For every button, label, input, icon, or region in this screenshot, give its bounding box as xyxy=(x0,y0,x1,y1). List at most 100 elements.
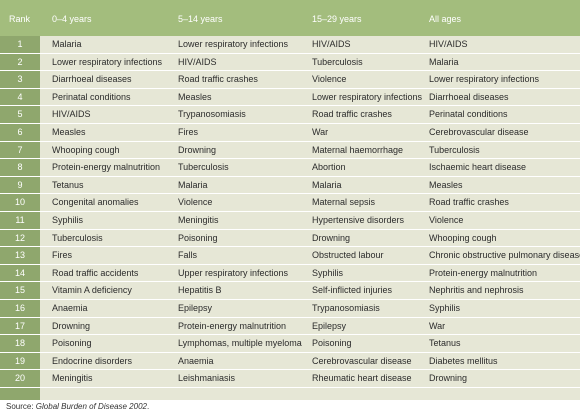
rank-column-background xyxy=(0,36,40,400)
cell-15-29-years: Syphilis xyxy=(312,267,344,278)
cell-15-29-years: Drowning xyxy=(312,232,351,243)
rank-cell: 2 xyxy=(17,56,23,67)
cell-15-29-years: Epilepsy xyxy=(312,320,347,331)
table-row: 19 Endocrine disorders Anaemia Cerebrovascu… xyxy=(0,353,580,371)
cell-15-29-years: HIV/AIDS xyxy=(312,39,351,49)
cell-15-29-years: Hypertensive disorders xyxy=(312,214,405,225)
rank-cell: 16 xyxy=(14,302,25,313)
cell-5-14-years: Malaria xyxy=(178,179,208,190)
cell-all-ages: Lower respiratory infections xyxy=(429,74,540,85)
cell-0-4-years: Anaemia xyxy=(52,302,88,313)
cell-5-14-years: Drowning xyxy=(178,144,217,155)
rank-cell: 10 xyxy=(14,197,25,208)
cell-5-14-years: Falls xyxy=(178,250,198,261)
cell-5-14-years: Lower respiratory infections xyxy=(178,39,289,49)
cell-5-14-years: Fires xyxy=(178,126,198,137)
cell-5-14-years: Epilepsy xyxy=(178,302,213,313)
cell-5-14-years: Upper respiratory infections xyxy=(178,267,289,278)
cell-0-4-years: Syphilis xyxy=(52,214,84,225)
cell-all-ages: Malaria xyxy=(429,56,459,67)
cell-0-4-years: Vitamin A deficiency xyxy=(52,285,132,296)
table-row: 9 Tetanus Malaria Malaria Measles xyxy=(0,177,580,195)
header-15-29-years: 15–29 years xyxy=(312,14,362,24)
cell-5-14-years: Measles xyxy=(178,91,212,102)
table-row: 3 Diarrhoeal diseases Road traffic crashes… xyxy=(0,71,580,89)
cell-15-29-years: Violence xyxy=(312,74,347,85)
rank-cell: 5 xyxy=(17,109,23,120)
cell-all-ages: Ischaemic heart disease xyxy=(429,162,527,173)
cell-0-4-years: Perinatal conditions xyxy=(52,91,131,102)
cell-0-4-years: Tetanus xyxy=(52,179,84,190)
cell-5-14-years: Meningitis xyxy=(178,214,219,225)
cell-all-ages: Diabetes mellitus xyxy=(429,355,498,366)
cell-all-ages: Chronic obstructive pulmonary disease xyxy=(429,250,580,261)
cell-15-29-years: Rheumatic heart disease xyxy=(312,373,412,384)
cell-5-14-years: Lymphomas, multiple myeloma xyxy=(178,338,302,349)
cell-15-29-years: Maternal sepsis xyxy=(312,197,376,208)
cell-all-ages: Violence xyxy=(429,214,464,225)
cell-0-4-years: Lower respiratory infections xyxy=(52,56,163,67)
cell-5-14-years: Poisoning xyxy=(178,232,218,243)
table-row: 10 Congenital anomalies Violence Maternal s… xyxy=(0,194,580,212)
cell-5-14-years: Anaemia xyxy=(178,355,214,366)
cell-0-4-years: Poisoning xyxy=(52,338,92,349)
header-5-14-years: 5–14 years xyxy=(178,14,223,24)
table-header: Rank 0–4 years 5–14 years 15–29 years Al… xyxy=(0,0,580,36)
table-row: 13 Fires Falls Obstructed labour Chronic obs… xyxy=(0,247,580,265)
cell-0-4-years: Road traffic accidents xyxy=(52,267,139,278)
rank-cell: 4 xyxy=(17,91,23,102)
table-row: 17 Drowning Protein-energy malnutrition Epi… xyxy=(0,318,580,336)
rank-cell: 14 xyxy=(14,267,25,278)
table-row: 11 Syphilis Meningitis Hypertensive disorde… xyxy=(0,212,580,230)
header-rank: Rank xyxy=(9,14,31,24)
table-body: 1 Malaria Lower respiratory infections HIV/… xyxy=(0,36,580,388)
cell-15-29-years: Trypanosomiasis xyxy=(312,302,380,313)
cell-all-ages: Diarrhoeal diseases xyxy=(429,91,509,102)
rank-cell: 20 xyxy=(14,373,25,384)
table-row: 4 Perinatal conditions Measles Lower respir… xyxy=(0,89,580,107)
cell-all-ages: Road traffic crashes xyxy=(429,197,509,208)
cell-all-ages: Tetanus xyxy=(429,338,461,349)
cell-0-4-years: Protein-energy malnutrition xyxy=(52,162,161,173)
cell-all-ages: Nephritis and nephrosis xyxy=(429,285,524,296)
cell-15-29-years: Abortion xyxy=(312,162,346,173)
header-all-ages: All ages xyxy=(429,14,462,24)
source-note: Source: Global Burden of Disease 2002. xyxy=(6,402,149,412)
header-0-4-years: 0–4 years xyxy=(52,14,92,24)
cell-15-29-years: Poisoning xyxy=(312,338,352,349)
rank-cell: 13 xyxy=(14,250,25,261)
cell-15-29-years: Malaria xyxy=(312,179,342,190)
cell-5-14-years: Tuberculosis xyxy=(178,162,229,173)
cell-5-14-years: Hepatitis B xyxy=(178,285,222,296)
cell-0-4-years: Meningitis xyxy=(52,373,93,384)
cell-0-4-years: HIV/AIDS xyxy=(52,109,91,120)
rank-cell: 12 xyxy=(14,232,25,243)
cell-all-ages: Cerebrovascular disease xyxy=(429,126,529,137)
table-row: 16 Anaemia Epilepsy Trypanosomiasis Syphilis xyxy=(0,300,580,318)
cell-0-4-years: Congenital anomalies xyxy=(52,197,139,208)
cell-15-29-years: Cerebrovascular disease xyxy=(312,355,412,366)
rank-cell: 19 xyxy=(14,355,25,366)
cell-all-ages: Syphilis xyxy=(429,302,461,313)
rank-cell: 9 xyxy=(17,179,23,190)
cell-15-29-years: Lower respiratory infections xyxy=(312,91,423,102)
cell-all-ages: Protein-energy malnutrition xyxy=(429,267,538,278)
cell-15-29-years: Maternal haemorrhage xyxy=(312,144,404,155)
rank-cell: 15 xyxy=(14,285,25,296)
cell-0-4-years: Endocrine disorders xyxy=(52,355,133,366)
cell-all-ages: Perinatal conditions xyxy=(429,109,508,120)
cell-15-29-years: Tuberculosis xyxy=(312,56,363,67)
source-label: Source: xyxy=(6,402,36,411)
table-row: 7 Whooping cough Drowning Maternal haemorrh… xyxy=(0,142,580,160)
cell-5-14-years: HIV/AIDS xyxy=(178,56,217,67)
cell-15-29-years: War xyxy=(312,126,329,137)
cell-0-4-years: Diarrhoeal diseases xyxy=(52,74,132,85)
cell-0-4-years: Fires xyxy=(52,250,72,261)
table-row: 15 Vitamin A deficiency Hepatitis B Self-in… xyxy=(0,282,580,300)
table-row: 1 Malaria Lower respiratory infections HIV/… xyxy=(0,36,580,54)
table-row: 18 Poisoning Lymphomas, multiple myeloma Po… xyxy=(0,335,580,353)
rank-cell: 8 xyxy=(17,162,23,173)
table-row: 2 Lower respiratory infections HIV/AIDS Tub… xyxy=(0,54,580,72)
cell-all-ages: Tuberculosis xyxy=(429,144,480,155)
cell-all-ages: Measles xyxy=(429,179,463,190)
